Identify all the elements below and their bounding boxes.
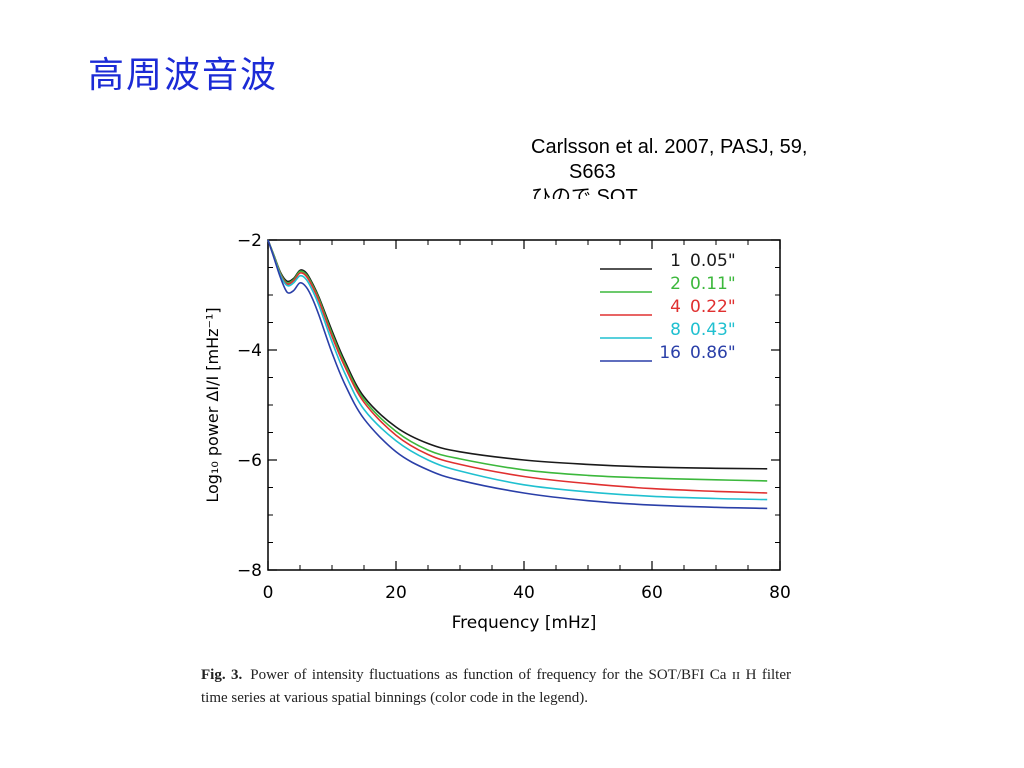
x-tick-label: 40: [513, 583, 535, 603]
x-axis-label: Frequency [mHz]: [452, 613, 597, 633]
y-tick-label: −6: [237, 451, 262, 471]
citation-line-3: ひので SOT: [531, 186, 638, 199]
series-line-4: [267, 239, 768, 494]
legend-name-16: 16: [659, 343, 681, 363]
citation-line-1: Carlsson et al. 2007, PASJ, 59,: [531, 136, 808, 158]
y-axis-label: Log₁₀ power ΔI/I [mHz⁻¹]: [203, 307, 222, 502]
legend-binning-16: 0.86": [690, 343, 736, 363]
legend-name-2: 2: [670, 274, 681, 294]
power-spectrum-figure: 0 20 40 60 80 −2 −4 −6 −8 1 0.05" 2 0.11" 4 0.22" 8 0.4…: [200, 228, 800, 638]
x-tick-label: 80: [769, 583, 791, 603]
figure-caption: Fig. 3. Power of intensity fluctuations a…: [201, 664, 791, 710]
y-tick-label: −8: [237, 561, 262, 581]
legend-binning-4: 0.22": [690, 297, 736, 317]
slide-title: 高周波音波: [88, 55, 279, 96]
legend-binning-8: 0.43": [690, 320, 736, 340]
series-line-16: [267, 239, 768, 510]
y-tick-label: −2: [237, 231, 262, 251]
caption-text: Power of intensity fluctuations as funct…: [201, 667, 791, 706]
series-line-1: [267, 239, 768, 470]
series-line-8: [267, 239, 768, 501]
x-tick-label: 60: [641, 583, 663, 603]
legend-name-1: 1: [670, 251, 681, 271]
legend-binning-1: 0.05": [690, 251, 736, 271]
power-spectrum-chart: 0 20 40 60 80 −2 −4 −6 −8 1 0.05" 2 0.11" 4 0.22" 8 0.4…: [203, 231, 791, 633]
x-tick-label: 20: [385, 583, 407, 603]
legend-binning-2: 0.11": [690, 274, 736, 294]
legend-name-4: 4: [670, 297, 681, 317]
citation: Carlsson et al. 2007, PASJ, 59, S663 ひので…: [531, 135, 911, 199]
caption-label: Fig. 3.: [201, 667, 243, 683]
citation-line-2: S663: [569, 161, 616, 183]
y-tick-label: −4: [237, 341, 262, 361]
series-line-2: [267, 239, 768, 482]
legend-name-8: 8: [670, 320, 681, 340]
x-tick-label: 0: [263, 583, 274, 603]
